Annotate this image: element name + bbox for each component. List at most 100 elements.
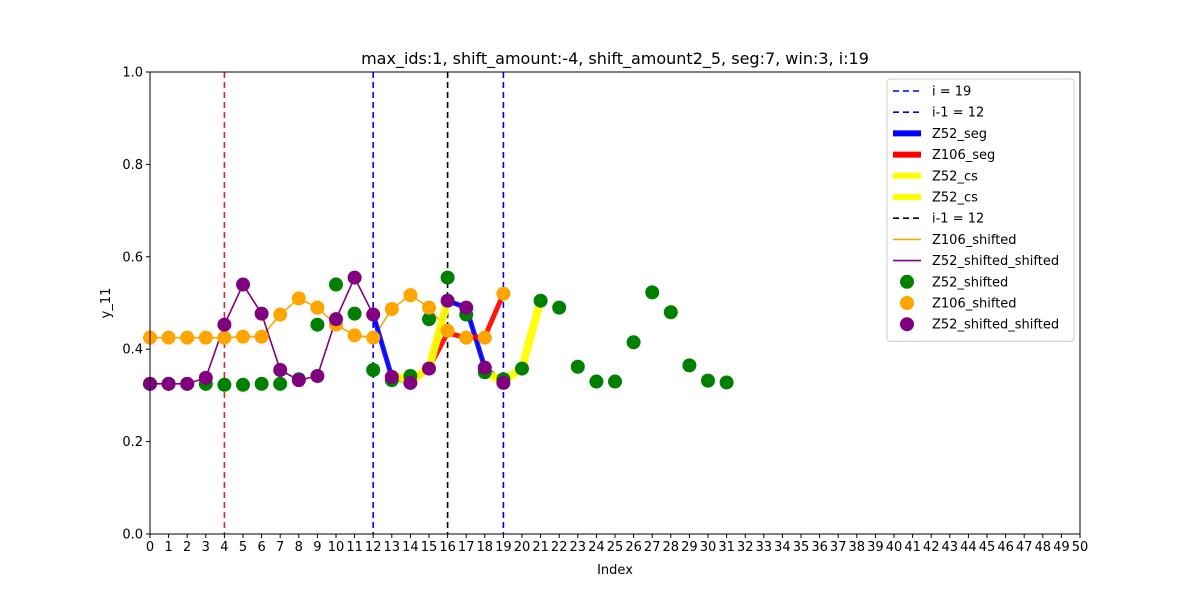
scatter-point xyxy=(236,329,250,344)
x-tick-label: 48 xyxy=(1035,540,1052,555)
x-tick-label: 49 xyxy=(1053,540,1070,555)
x-tick-label: 24 xyxy=(588,540,605,555)
scatter-point xyxy=(254,306,269,321)
scatter-points xyxy=(143,270,734,392)
x-tick-label: 0 xyxy=(146,540,154,555)
x-axis: 0 1 2 3 4 5 6 7 8 9 10 11 12 13 14 15 16 17 18 19 20 21 22 23 24… xyxy=(146,534,1088,555)
scatter-point xyxy=(291,373,306,388)
x-tick-label: 46 xyxy=(997,540,1014,555)
x-tick-label: 27 xyxy=(644,540,661,555)
y-tick-label: 0.4 xyxy=(122,343,143,358)
scatter-point xyxy=(440,323,455,338)
legend-swatch xyxy=(900,317,914,332)
scatter-point xyxy=(422,300,436,315)
x-tick-label: 44 xyxy=(960,540,977,555)
legend-swatch xyxy=(900,296,914,310)
scatter-point xyxy=(422,312,436,327)
x-tick-label: 35 xyxy=(793,540,810,555)
x-tick-label: 12 xyxy=(365,540,382,555)
scatter-point xyxy=(254,329,269,344)
legend-label: Z52_shifted_shifted xyxy=(932,318,1059,333)
scatter-point xyxy=(236,277,250,292)
chart-title: max_ids:1, shift_amount:-4, shift_amount… xyxy=(361,49,869,69)
x-tick-label: 22 xyxy=(551,540,568,555)
x-tick-label: 26 xyxy=(625,540,642,555)
legend-label: Z106_shifted xyxy=(932,297,1017,312)
legend-label: Z52_cs xyxy=(932,169,978,184)
x-tick-label: 5 xyxy=(239,540,247,555)
x-tick-label: 33 xyxy=(756,540,773,555)
scatter-point xyxy=(533,293,548,308)
scatter-point xyxy=(515,361,529,376)
scatter-point xyxy=(217,330,232,345)
scatter-point xyxy=(180,376,195,391)
x-tick-label: 39 xyxy=(867,540,884,555)
y-tick-label: 0.6 xyxy=(122,250,143,265)
legend-label: i-1 = 12 xyxy=(932,212,984,227)
x-tick-label: 43 xyxy=(942,540,959,555)
scatter-point xyxy=(496,286,511,301)
x-tick-label: 36 xyxy=(811,540,828,555)
legend-label: i-1 = 12 xyxy=(932,106,984,121)
x-tick-label: 30 xyxy=(700,540,717,555)
scatter-point xyxy=(403,375,418,390)
scatter-point xyxy=(161,376,176,391)
y-tick-label: 0.8 xyxy=(122,158,143,173)
scatter-point xyxy=(198,330,213,345)
x-tick-label: 6 xyxy=(257,540,265,555)
scatter-point xyxy=(347,306,362,321)
scatter-point xyxy=(422,361,436,376)
y-axis: 0.0 0.2 0.4 0.6 0.8 1.0 xyxy=(122,66,150,543)
y-axis-label: y_11 xyxy=(99,288,114,319)
scatter-point xyxy=(310,368,325,383)
scatter-point xyxy=(645,285,660,300)
x-tick-label: 20 xyxy=(514,540,531,555)
x-tick-label: 29 xyxy=(681,540,698,555)
scatter-point xyxy=(477,330,492,345)
scatter-point xyxy=(663,305,678,320)
legend-label: Z52_seg xyxy=(932,127,987,142)
scatter-point xyxy=(310,317,325,332)
legend-box xyxy=(886,78,1075,342)
x-tick-label: 34 xyxy=(774,540,791,555)
y-tick-label: 0.0 xyxy=(122,528,143,543)
x-tick-label: 50 xyxy=(1072,540,1089,555)
scatter-point xyxy=(626,335,641,350)
scatter-point xyxy=(217,317,232,332)
y-tick-label: 1.0 xyxy=(122,66,143,81)
scatter-point xyxy=(198,370,213,385)
x-tick-label: 16 xyxy=(439,540,456,555)
legend-swatch xyxy=(900,274,914,289)
scatter-point xyxy=(180,330,195,345)
x-tick-label: 4 xyxy=(220,540,228,555)
x-tick-label: 15 xyxy=(421,540,438,555)
x-tick-label: 47 xyxy=(1016,540,1033,555)
legend: i = 19 i-1 = 12 Z52_seg Z106_seg Z52_cs Z52_c… xyxy=(886,78,1075,342)
scatter-point xyxy=(384,302,399,317)
x-tick-label: 31 xyxy=(718,540,735,555)
x-tick-label: 11 xyxy=(346,540,363,555)
x-tick-label: 38 xyxy=(849,540,866,555)
scatter-point xyxy=(608,374,622,389)
x-tick-label: 1 xyxy=(164,540,172,555)
x-tick-label: 40 xyxy=(886,540,903,555)
scatter-point xyxy=(496,375,511,390)
scatter-point xyxy=(440,270,455,285)
legend-label: Z52_cs xyxy=(932,191,978,206)
scatter-point xyxy=(291,291,306,306)
legend-label: Z52_shifted xyxy=(932,275,1008,290)
scatter-point xyxy=(570,359,585,374)
scatter-point xyxy=(273,362,288,377)
scatter-point xyxy=(329,277,343,292)
x-tick-label: 42 xyxy=(923,540,940,555)
x-tick-label: 37 xyxy=(830,540,847,555)
legend-label: Z106_seg xyxy=(932,148,995,163)
scatter-point xyxy=(273,307,288,322)
scatter-point xyxy=(329,312,343,327)
scatter-point xyxy=(236,377,250,392)
x-tick-label: 41 xyxy=(904,540,921,555)
legend-label: Z52_shifted_shifted xyxy=(932,254,1059,269)
scatter-point xyxy=(366,362,381,377)
scatter-point xyxy=(459,300,474,315)
